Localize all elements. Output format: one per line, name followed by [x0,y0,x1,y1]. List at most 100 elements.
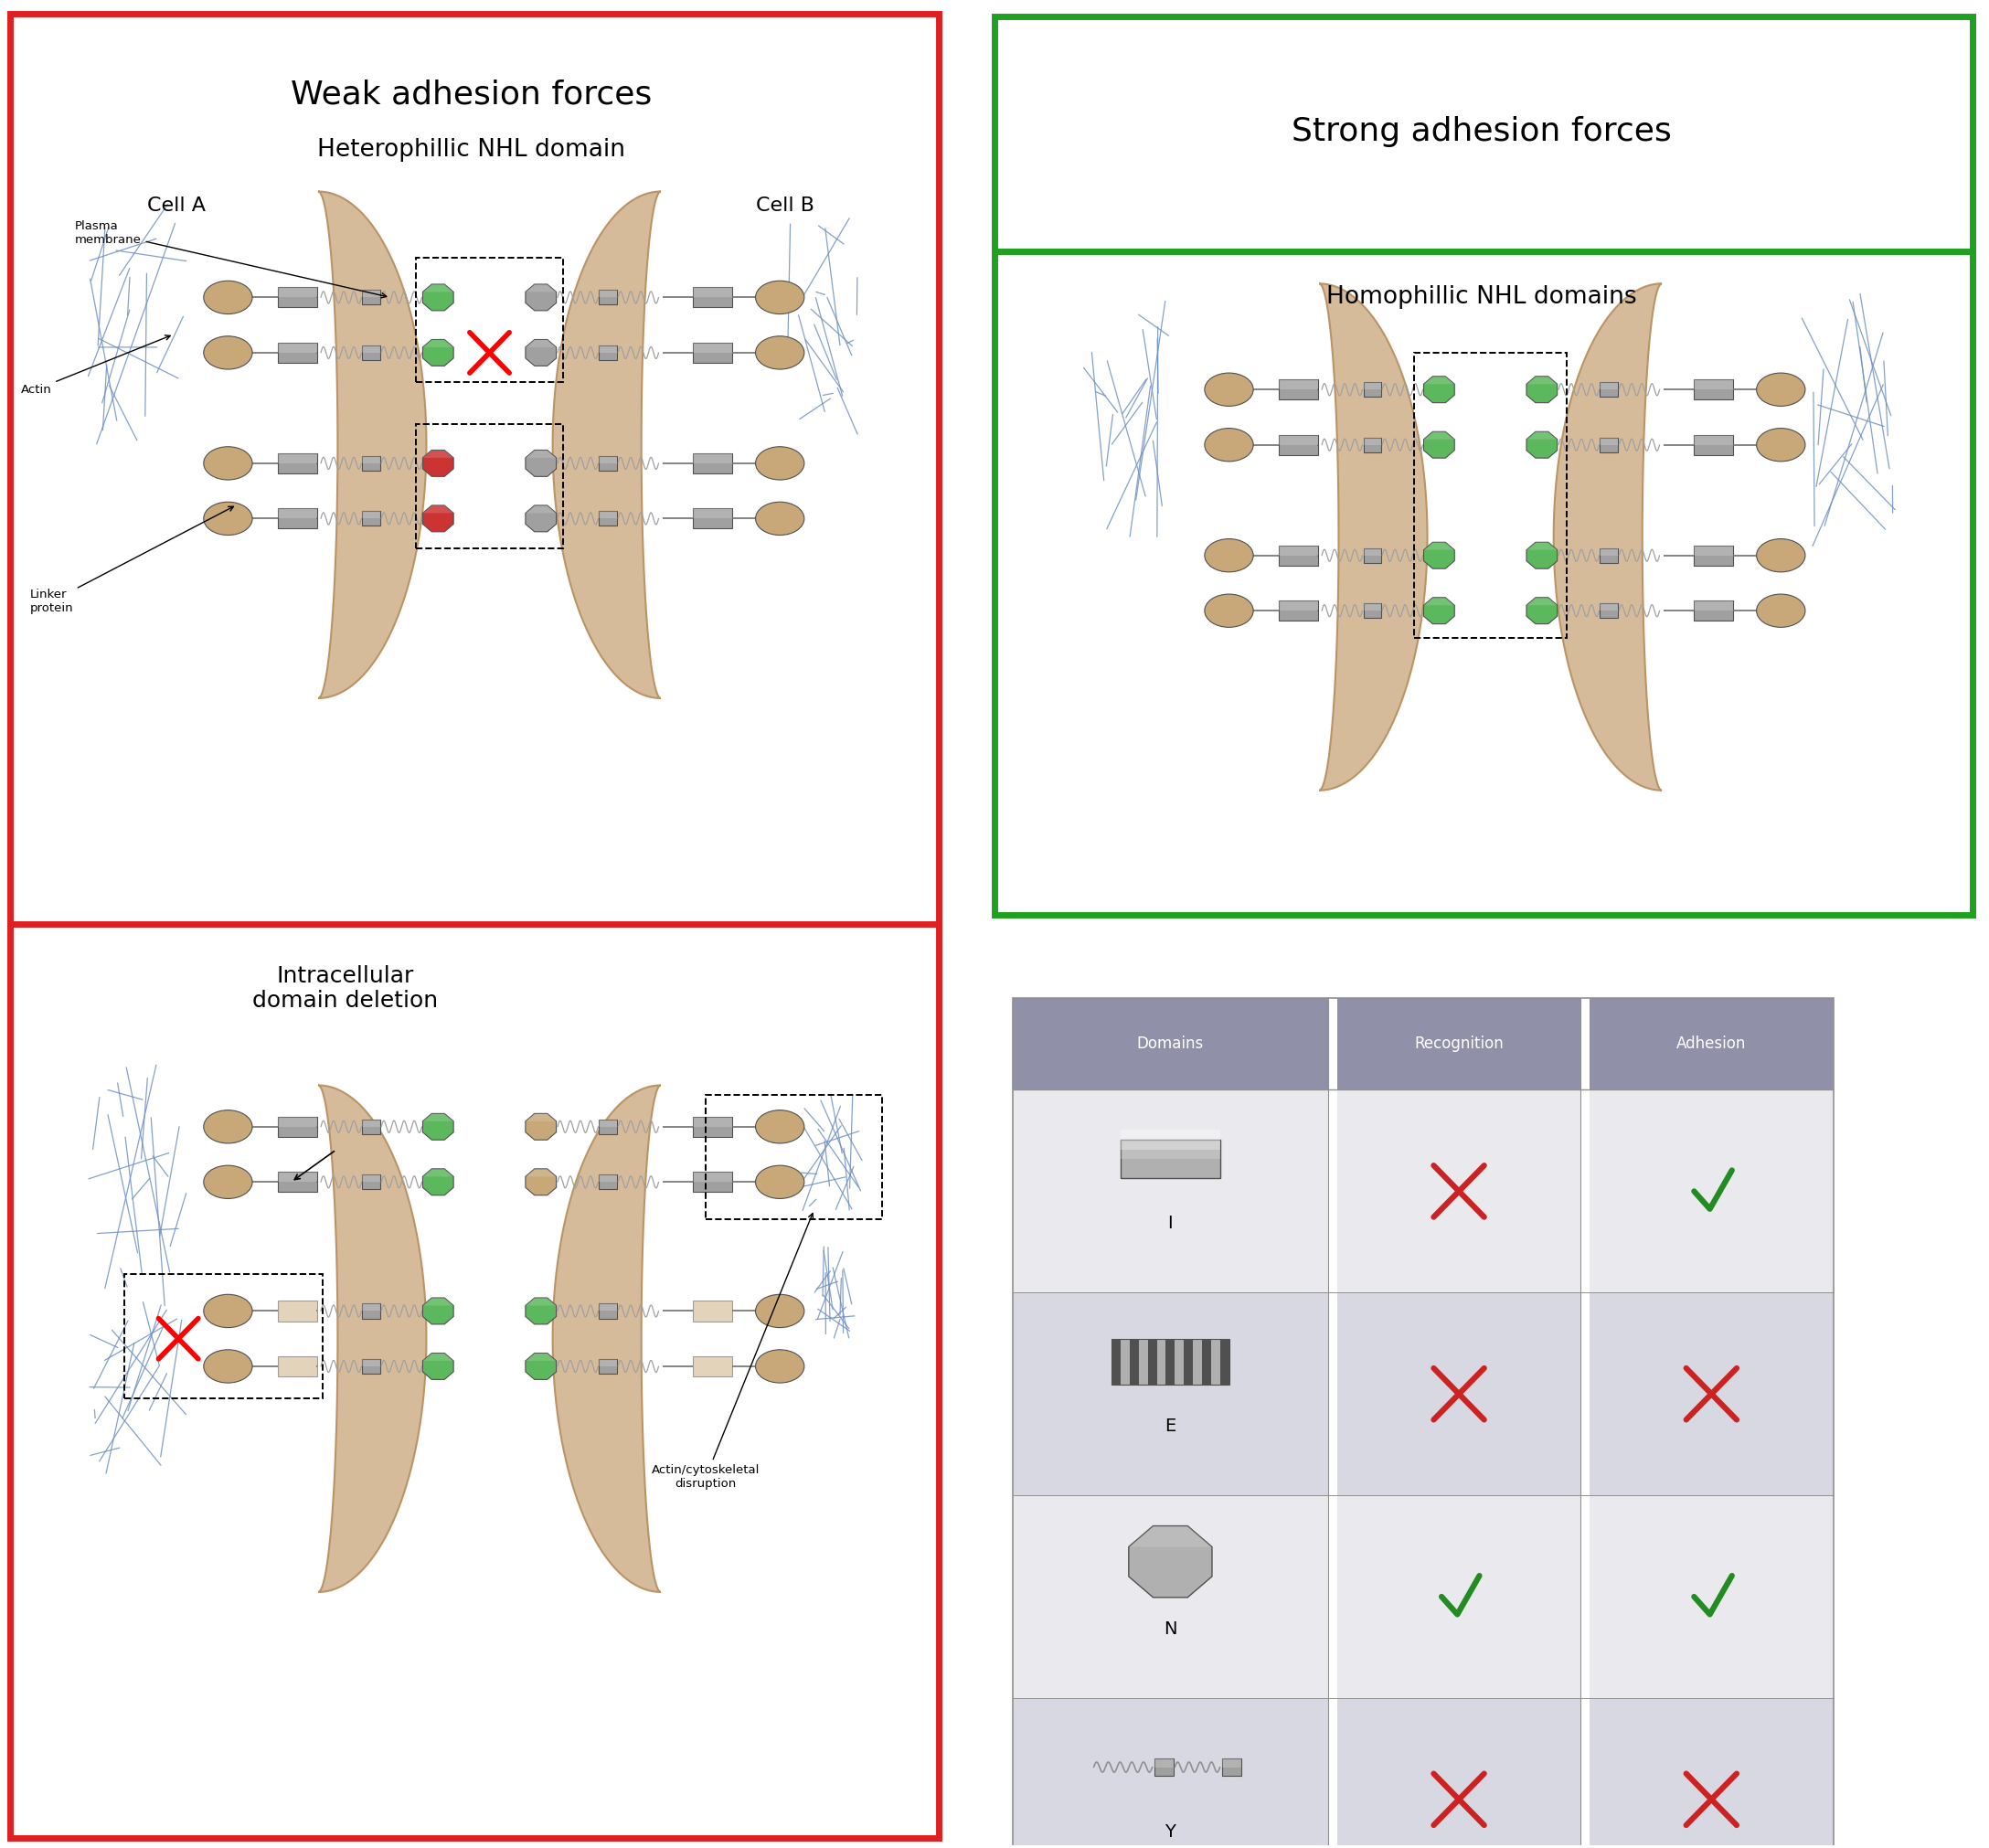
Polygon shape [424,1297,453,1325]
Bar [692,508,732,519]
Polygon shape [424,451,453,477]
Text: Y: Y [1166,1822,1175,1841]
Bar [692,286,732,307]
Polygon shape [525,1297,557,1325]
Ellipse shape [1756,540,1806,573]
Ellipse shape [203,281,253,314]
Polygon shape [525,505,557,514]
Bar [1589,1090,1834,1292]
Bar [1589,1495,1834,1698]
Polygon shape [525,1114,557,1140]
Bar [1221,1759,1241,1776]
Bar [1414,353,1567,638]
Polygon shape [1553,283,1663,791]
Bar [278,1301,318,1321]
Bar [278,286,318,307]
Bar [1120,1140,1219,1159]
Bar [362,1120,380,1135]
Bar [692,1116,732,1127]
Bar [692,508,732,529]
Ellipse shape [1756,593,1806,626]
Text: N: N [1164,1621,1177,1637]
Polygon shape [525,285,557,292]
Bar [362,1358,380,1373]
Polygon shape [1424,377,1454,403]
Bar [362,1358,380,1366]
Polygon shape [1424,597,1454,606]
Bar [278,342,318,353]
Text: Domains: Domains [1138,1035,1203,1052]
Ellipse shape [203,447,253,480]
Bar [692,342,732,362]
Polygon shape [1424,377,1454,384]
Bar [706,1094,881,1220]
Bar [599,1358,617,1366]
Bar [1589,1698,1834,1848]
Bar [599,456,617,464]
Text: Weak adhesion forces: Weak adhesion forces [290,79,652,111]
Bar [599,1175,617,1183]
Bar [1012,1292,1329,1495]
Polygon shape [424,1297,453,1305]
Bar [1693,601,1732,621]
Bar [362,456,380,464]
Bar [1599,383,1619,397]
Polygon shape [318,1085,426,1593]
Ellipse shape [203,1111,253,1144]
Bar [278,342,318,362]
Bar [599,346,617,353]
Ellipse shape [756,503,804,536]
Polygon shape [1424,541,1454,569]
Bar [362,1175,380,1183]
Bar [1693,545,1732,565]
Bar [1693,379,1732,390]
Bar [1362,438,1382,445]
Bar [278,1116,318,1137]
Polygon shape [553,1085,660,1593]
Bar [362,1303,380,1310]
Bar [1154,1759,1174,1776]
Text: Plasma
membrane: Plasma membrane [76,220,386,298]
Bar [1599,383,1619,390]
Polygon shape [1526,597,1557,625]
Bar [1693,379,1732,399]
Bar [1012,998,1834,1848]
Polygon shape [1526,541,1557,569]
Bar [416,257,563,383]
Bar [1362,438,1382,453]
Polygon shape [424,1168,453,1177]
Bar [278,1172,318,1183]
Bar [599,512,617,527]
Polygon shape [525,505,557,532]
Bar [692,1356,732,1377]
Polygon shape [525,1297,557,1305]
Bar [599,290,617,305]
Polygon shape [318,192,426,699]
Bar [692,342,732,353]
Bar [994,17,1973,915]
Text: Homophillic NHL domains: Homophillic NHL domains [1327,286,1637,309]
Ellipse shape [1756,429,1806,462]
Polygon shape [1526,597,1557,606]
Polygon shape [424,285,453,310]
Bar [278,1116,318,1127]
Text: Cell A: Cell A [147,196,205,214]
Bar [1201,1338,1211,1384]
Bar [1279,434,1319,455]
Bar [278,453,318,464]
Bar [278,508,318,519]
Text: Actin: Actin [20,334,171,395]
Ellipse shape [203,503,253,536]
Bar [692,453,732,464]
Polygon shape [424,505,453,532]
Bar [123,1273,322,1399]
Text: Cell B: Cell B [756,196,814,214]
Bar [1362,602,1382,617]
Ellipse shape [1205,540,1253,573]
Bar [1112,1338,1229,1384]
Bar [1599,549,1619,556]
Bar [1112,1338,1120,1384]
Bar [1120,1140,1219,1179]
Ellipse shape [1205,593,1253,626]
Bar [1120,1129,1219,1149]
